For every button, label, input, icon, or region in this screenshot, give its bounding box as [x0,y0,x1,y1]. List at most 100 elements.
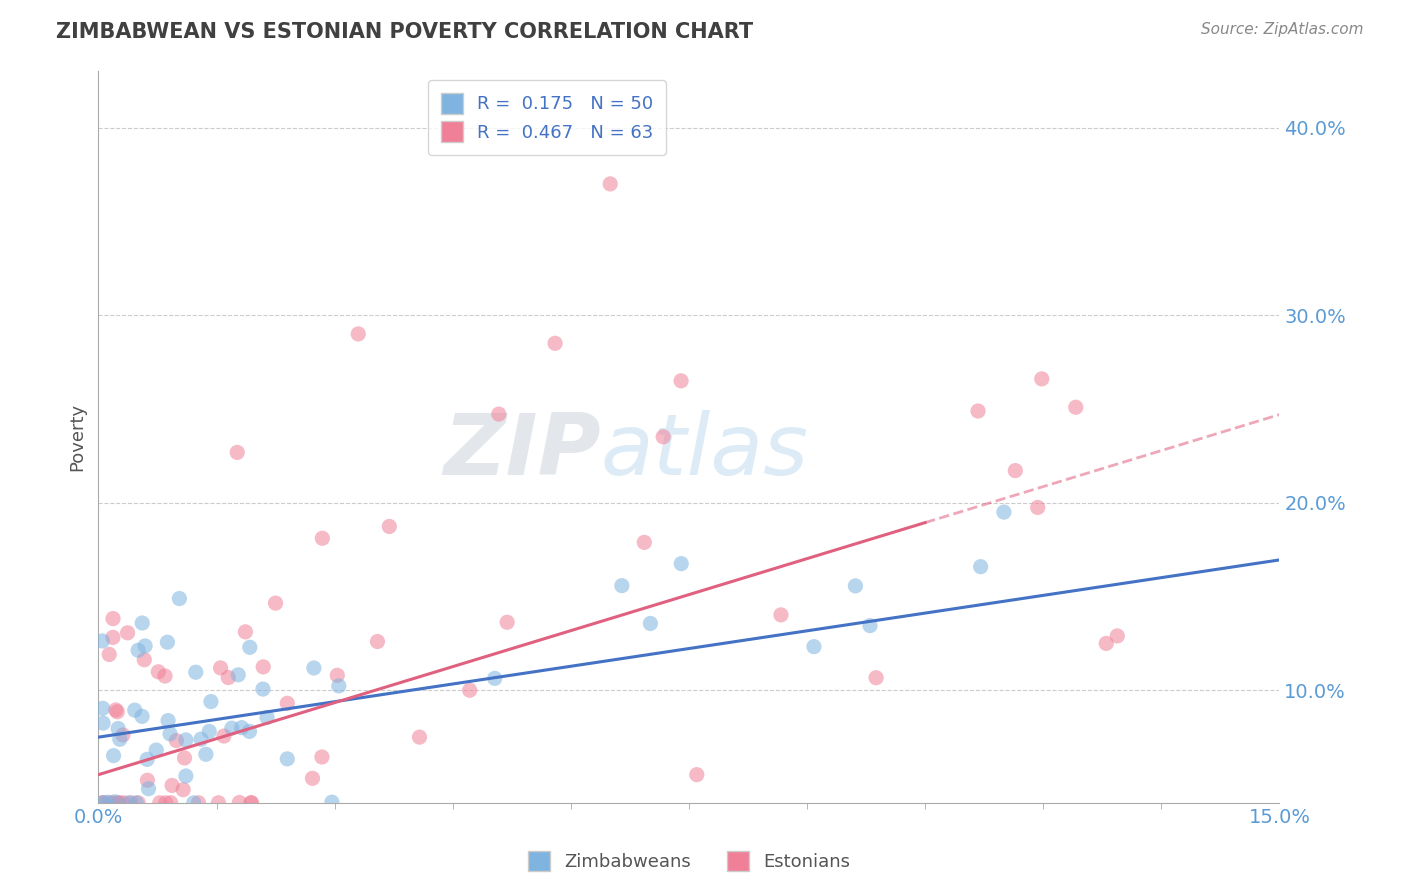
Point [91,701,114,715]
Point [117,796,139,810]
Point [228,796,250,810]
Point [160,779,183,793]
Point [610,579,633,593]
Point [640,616,662,631]
Point [120,796,142,810]
Point [112,796,135,810]
Point [302,661,325,675]
Point [159,796,181,810]
Point [190,732,212,747]
Point [148,665,170,679]
Point [134,639,156,653]
Text: ZIMBABWEAN VS ESTONIAN POVERTY CORRELATION CHART: ZIMBABWEAN VS ESTONIAN POVERTY CORRELATI… [56,22,754,42]
Point [686,767,709,781]
Point [153,669,176,683]
Point [136,773,159,788]
Point [844,579,866,593]
Y-axis label: Poverty: Poverty [69,403,87,471]
Point [859,618,882,632]
Point [104,703,127,717]
Point [169,591,191,606]
Point [1031,372,1053,386]
Point [239,796,262,810]
Point [321,795,343,809]
Point [149,796,172,810]
Point [194,747,217,762]
Point [252,682,274,697]
Point [652,430,675,444]
Point [131,615,153,630]
Point [117,625,139,640]
Point [183,796,205,810]
Point [174,733,197,747]
Point [198,724,221,739]
Point [803,640,825,654]
Point [105,705,128,719]
Point [91,716,114,731]
Point [238,724,260,739]
Point [969,559,991,574]
Point [98,648,121,662]
Legend: R =  0.175   N = 50, R =  0.467   N = 63: R = 0.175 N = 50, R = 0.467 N = 63 [429,80,666,154]
Point [127,643,149,657]
Point [91,634,114,648]
Point [347,326,370,341]
Point [276,696,298,710]
Point [174,769,197,783]
Point [311,750,333,764]
Point [993,505,1015,519]
Legend: Zimbabweans, Estonians: Zimbabweans, Estonians [520,844,858,879]
Point [599,177,621,191]
Point [633,535,655,549]
Point [235,624,257,639]
Point [328,679,350,693]
Point [173,751,195,765]
Point [217,671,239,685]
Point [104,795,127,809]
Text: Source: ZipAtlas.com: Source: ZipAtlas.com [1201,22,1364,37]
Point [326,668,349,682]
Point [226,668,249,682]
Point [108,732,131,747]
Point [93,796,115,810]
Point [967,404,990,418]
Point [1064,401,1087,415]
Point [669,374,692,388]
Point [156,635,179,649]
Point [488,407,510,421]
Text: ZIP: ZIP [443,410,600,493]
Point [408,730,430,744]
Point [107,796,129,810]
Point [366,634,388,648]
Point [544,336,567,351]
Point [239,640,262,655]
Point [221,721,243,735]
Text: atlas: atlas [600,410,808,493]
Point [496,615,519,630]
Point [769,607,792,622]
Point [1095,636,1118,650]
Point [212,729,235,743]
Point [184,665,207,680]
Point [127,796,149,810]
Point [252,660,274,674]
Point [103,748,125,763]
Point [165,733,187,747]
Point [111,728,134,742]
Point [671,557,693,571]
Point [865,671,887,685]
Point [138,781,160,796]
Point [264,596,287,610]
Point [256,710,278,724]
Point [226,445,249,459]
Point [484,672,506,686]
Point [458,683,481,698]
Point [98,796,121,810]
Point [157,714,180,728]
Point [1026,500,1049,515]
Point [301,772,323,786]
Point [131,709,153,723]
Point [91,796,114,810]
Point [124,703,146,717]
Point [1004,464,1026,478]
